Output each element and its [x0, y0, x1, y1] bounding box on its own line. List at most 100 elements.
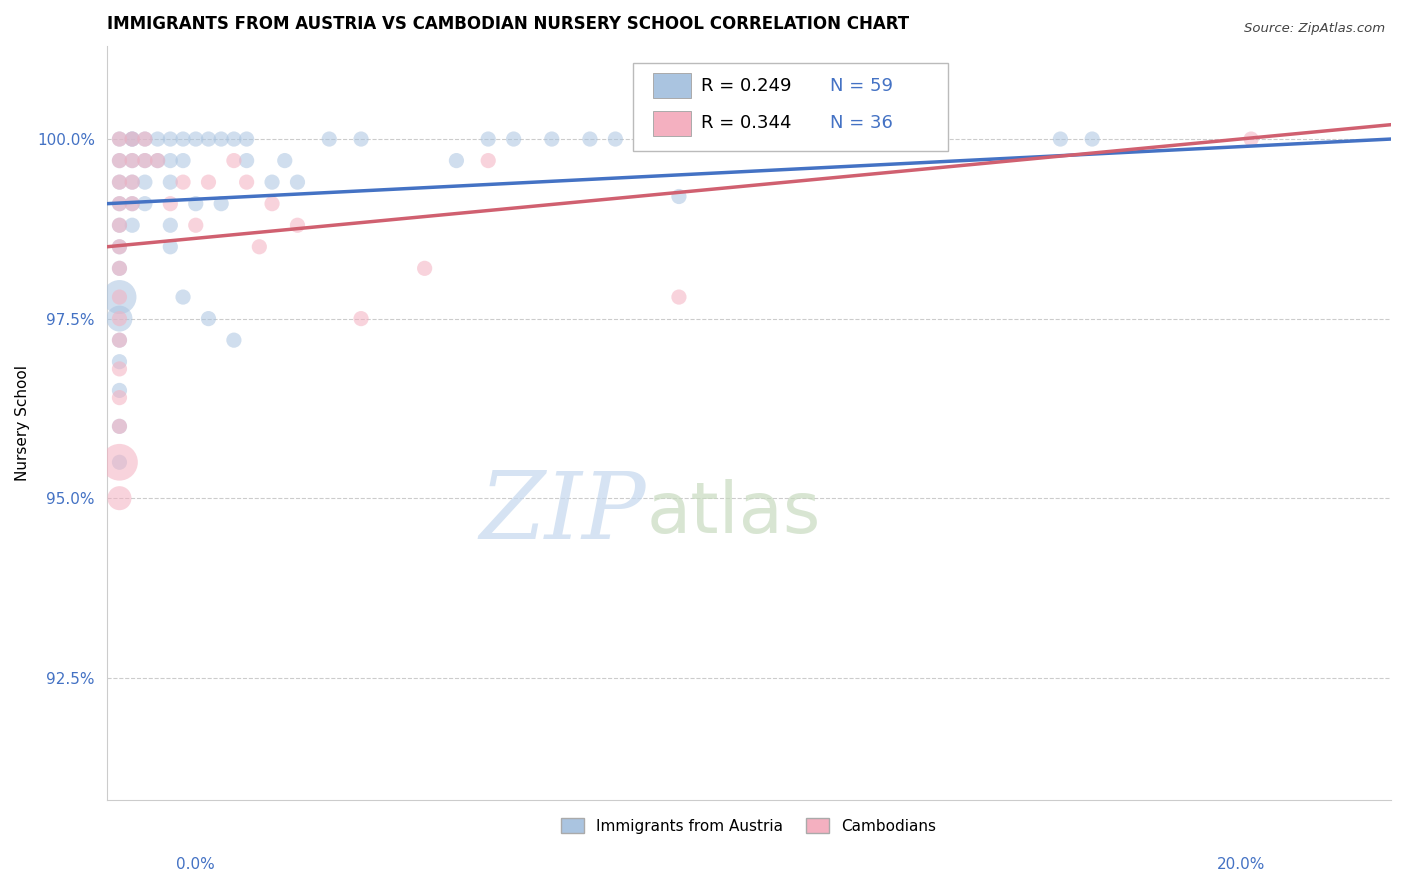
Point [668, 189, 690, 203]
Point [446, 153, 468, 168]
Text: IMMIGRANTS FROM AUSTRIA VS CAMBODIAN NURSERY SCHOOL CORRELATION CHART: IMMIGRANTS FROM AUSTRIA VS CAMBODIAN NUR… [107, 15, 908, 33]
Text: Source: ZipAtlas.com: Source: ZipAtlas.com [1244, 22, 1385, 36]
FancyBboxPatch shape [652, 73, 692, 98]
Y-axis label: Nursery School: Nursery School [15, 365, 30, 481]
Point [605, 132, 627, 146]
Text: 0.0%: 0.0% [176, 857, 215, 872]
Point [146, 153, 169, 168]
Text: 20.0%: 20.0% [1218, 857, 1265, 872]
Point [222, 333, 245, 347]
Point [172, 153, 194, 168]
Point [235, 175, 257, 189]
Point [108, 290, 131, 304]
Point [350, 132, 373, 146]
Point [108, 333, 131, 347]
Point [108, 455, 131, 469]
Point [134, 132, 156, 146]
Point [172, 175, 194, 189]
Point [668, 132, 690, 146]
Point [159, 132, 181, 146]
Point [108, 384, 131, 398]
Point [159, 153, 181, 168]
Point [108, 491, 131, 505]
Point [159, 219, 181, 233]
Point [121, 175, 143, 189]
Text: N = 59: N = 59 [830, 77, 893, 95]
Point [108, 153, 131, 168]
Point [134, 175, 156, 189]
Point [1240, 132, 1263, 146]
Point [121, 196, 143, 211]
Point [134, 132, 156, 146]
Point [477, 153, 499, 168]
Point [108, 455, 131, 469]
Point [134, 153, 156, 168]
Point [134, 196, 156, 211]
Point [172, 132, 194, 146]
Point [108, 362, 131, 376]
Point [146, 153, 169, 168]
Point [184, 132, 207, 146]
Point [477, 132, 499, 146]
Point [108, 219, 131, 233]
Point [108, 196, 131, 211]
Point [222, 132, 245, 146]
Point [859, 132, 882, 146]
Point [274, 153, 297, 168]
Point [108, 419, 131, 434]
Point [1081, 132, 1104, 146]
Point [108, 175, 131, 189]
Point [121, 153, 143, 168]
Point [121, 175, 143, 189]
Legend: Immigrants from Austria, Cambodians: Immigrants from Austria, Cambodians [554, 810, 943, 841]
Point [108, 219, 131, 233]
Point [184, 196, 207, 211]
Point [502, 132, 524, 146]
Point [413, 261, 436, 276]
Point [209, 132, 232, 146]
Point [108, 240, 131, 254]
Point [159, 175, 181, 189]
Point [121, 219, 143, 233]
Point [108, 355, 131, 369]
Point [108, 419, 131, 434]
Text: R = 0.344: R = 0.344 [702, 114, 792, 132]
Point [287, 219, 309, 233]
Point [121, 132, 143, 146]
Point [108, 290, 131, 304]
Point [350, 311, 373, 326]
Point [121, 153, 143, 168]
Point [121, 132, 143, 146]
Point [134, 153, 156, 168]
Point [108, 132, 131, 146]
Point [235, 132, 257, 146]
Point [108, 333, 131, 347]
Point [235, 153, 257, 168]
Point [159, 240, 181, 254]
Point [668, 290, 690, 304]
Point [197, 175, 219, 189]
Point [579, 132, 602, 146]
Point [1049, 132, 1071, 146]
Point [197, 311, 219, 326]
Point [318, 132, 340, 146]
Text: ZIP: ZIP [479, 468, 647, 558]
Point [222, 153, 245, 168]
Point [172, 290, 194, 304]
Point [209, 196, 232, 211]
Point [108, 311, 131, 326]
Point [108, 311, 131, 326]
Text: atlas: atlas [647, 479, 821, 548]
Point [108, 196, 131, 211]
Point [121, 132, 143, 146]
Point [108, 175, 131, 189]
Text: R = 0.249: R = 0.249 [702, 77, 792, 95]
Point [108, 261, 131, 276]
Point [287, 175, 309, 189]
Point [108, 261, 131, 276]
Text: N = 36: N = 36 [830, 114, 893, 132]
Point [108, 391, 131, 405]
Point [260, 175, 283, 189]
Point [108, 132, 131, 146]
Point [159, 196, 181, 211]
